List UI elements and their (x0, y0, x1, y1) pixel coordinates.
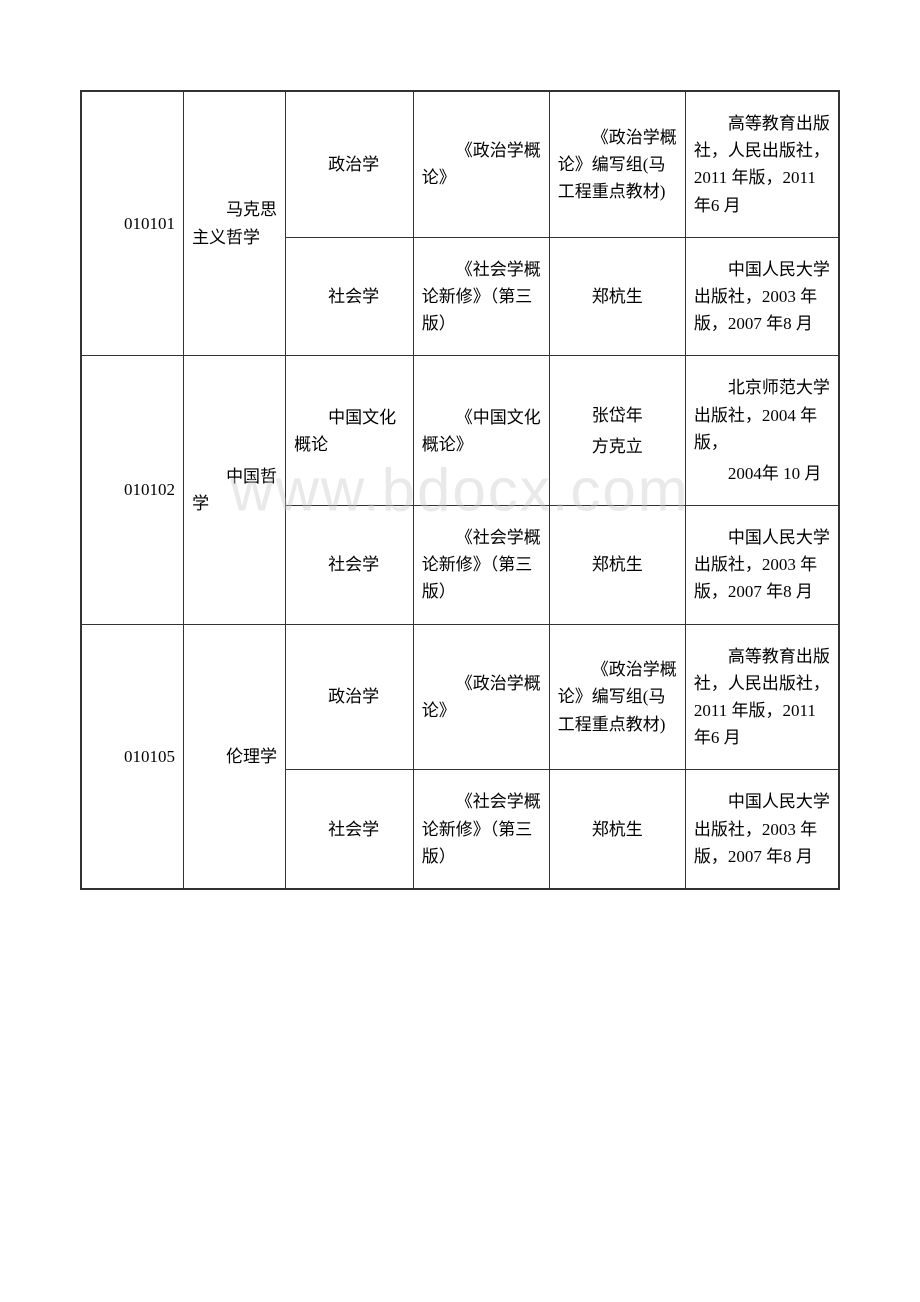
subject-cell: 社会学 (286, 237, 414, 356)
book-cell: 《社会学概论新修》（第三版） (413, 506, 549, 625)
book-cell: 《政治学概论》 (413, 624, 549, 770)
course-table-container: www.bdocx.com 010101 马克思主义哲学 政治学 《政治学概论》… (80, 90, 840, 890)
code-cell: 010102 (82, 356, 184, 624)
course-table: 010101 马克思主义哲学 政治学 《政治学概论》 《政治学概论》编写组(马工… (81, 91, 839, 889)
author-cell: 郑杭生 (549, 237, 685, 356)
subject-cell: 政治学 (286, 624, 414, 770)
code-cell: 010101 (82, 92, 184, 356)
subject-cell: 社会学 (286, 770, 414, 889)
author-cell: 《政治学概论》编写组(马工程重点教材) (549, 624, 685, 770)
publisher-cell: 北京师范大学出版社，2004 年版， 2004年 10 月 (685, 356, 838, 506)
author-cell: 郑杭生 (549, 506, 685, 625)
author-line: 方克立 (558, 433, 677, 460)
author-cell: 郑杭生 (549, 770, 685, 889)
book-cell: 《政治学概论》 (413, 92, 549, 238)
publisher-cell: 中国人民大学出版社，2003 年版，2007 年8 月 (685, 770, 838, 889)
publisher-cell: 中国人民大学出版社，2003 年版，2007 年8 月 (685, 237, 838, 356)
subject-cell: 中国文化概论 (286, 356, 414, 506)
subject-cell: 政治学 (286, 92, 414, 238)
publisher-line: 北京师范大学出版社，2004 年版， (694, 374, 830, 456)
publisher-line: 2004年 10 月 (694, 460, 830, 487)
book-cell: 《社会学概论新修》（第三版） (413, 237, 549, 356)
book-cell: 《社会学概论新修》（第三版） (413, 770, 549, 889)
major-cell: 中国哲学 (184, 356, 286, 624)
publisher-cell: 中国人民大学出版社，2003 年版，2007 年8 月 (685, 506, 838, 625)
major-cell: 伦理学 (184, 624, 286, 888)
author-cell: 张岱年 方克立 (549, 356, 685, 506)
table-row: 010101 马克思主义哲学 政治学 《政治学概论》 《政治学概论》编写组(马工… (82, 92, 839, 238)
author-line: 张岱年 (558, 402, 677, 429)
table-row: 010102 中国哲学 中国文化概论 《中国文化概论》 张岱年 方克立 北京师范… (82, 356, 839, 506)
book-cell: 《中国文化概论》 (413, 356, 549, 506)
major-cell: 马克思主义哲学 (184, 92, 286, 356)
publisher-cell: 高等教育出版社，人民出版社，2011 年版，2011 年6 月 (685, 624, 838, 770)
publisher-cell: 高等教育出版社，人民出版社，2011 年版，2011 年6 月 (685, 92, 838, 238)
table-row: 010105 伦理学 政治学 《政治学概论》 《政治学概论》编写组(马工程重点教… (82, 624, 839, 770)
author-cell: 《政治学概论》编写组(马工程重点教材) (549, 92, 685, 238)
subject-cell: 社会学 (286, 506, 414, 625)
code-cell: 010105 (82, 624, 184, 888)
